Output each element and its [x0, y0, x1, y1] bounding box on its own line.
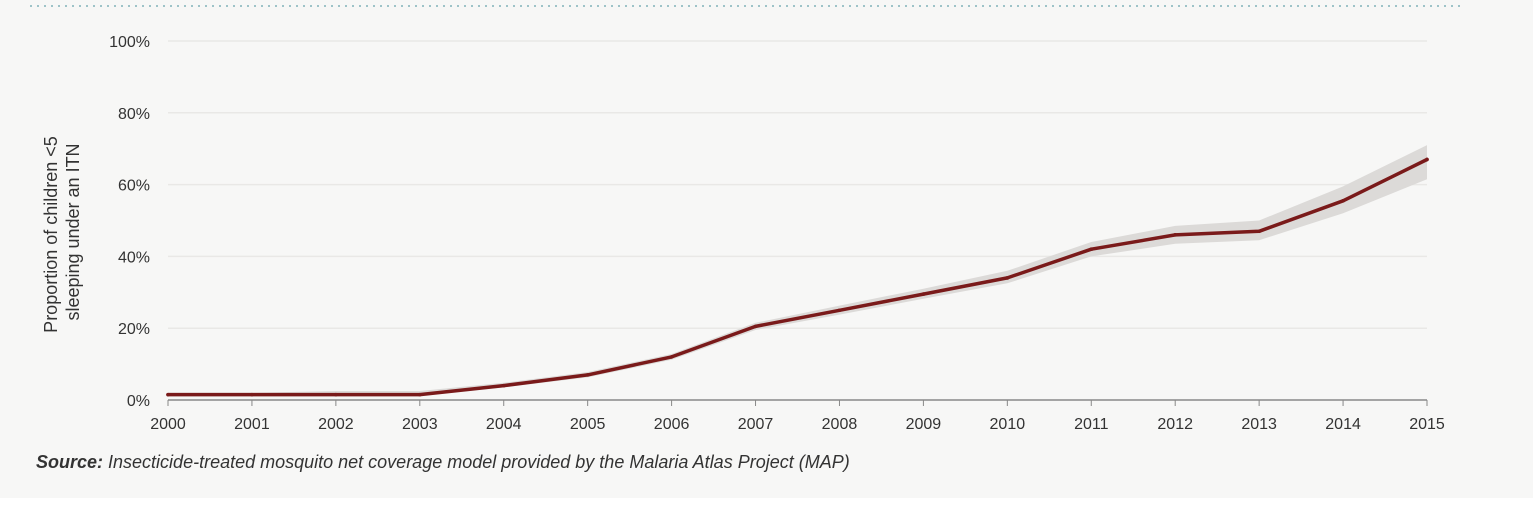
data-point-2001 [250, 392, 254, 397]
x-tick-label: 2002 [318, 416, 354, 433]
y-tick-label: 100% [109, 34, 150, 51]
x-tick-label: 2007 [738, 416, 774, 433]
x-tick-label: 2012 [1157, 416, 1193, 433]
y-axis-title-line-2: sleeping under an ITN [63, 143, 83, 320]
x-tick-label: 2010 [990, 416, 1026, 433]
x-tick-label: 2009 [906, 416, 942, 433]
y-tick-label: 20% [118, 321, 150, 338]
data-point-2014 [1341, 198, 1345, 203]
y-tick-label: 40% [118, 249, 150, 266]
series-lines [166, 157, 1429, 397]
series-line [166, 157, 1429, 397]
x-tick-label: 2006 [654, 416, 690, 433]
x-tick-label: 2005 [570, 416, 606, 433]
y-tick-label: 0% [127, 393, 150, 410]
data-point-2000 [166, 392, 170, 397]
x-tick-label: 2014 [1325, 416, 1361, 433]
data-point-2004 [501, 383, 506, 388]
x-tick-label: 2013 [1241, 416, 1277, 433]
y-axis-title-line-1: Proportion of children <5 [41, 136, 61, 333]
data-point-2005 [585, 373, 590, 377]
x-tick-label: 2008 [822, 416, 858, 433]
data-point-2012 [1173, 233, 1177, 237]
y-axis-title: Proportion of children <5 sleeping under… [41, 131, 83, 333]
source-text: Insecticide-treated mosquito net coverag… [103, 452, 850, 472]
source-note: Source: Insecticide-treated mosquito net… [36, 452, 850, 473]
data-point-2006 [669, 355, 674, 359]
data-point-2010 [1005, 276, 1010, 280]
data-point-2008 [837, 308, 842, 313]
x-tick-label: 2004 [486, 416, 522, 433]
data-point-2011 [1089, 247, 1094, 252]
data-point-2007 [753, 324, 758, 329]
y-tick-label: 60% [118, 178, 150, 195]
x-tick-label: 2003 [402, 416, 438, 433]
grid-lines [168, 40, 1427, 329]
itn-coverage-chart: 0%20%40%60%80%100% 2000 2001 2002 2003 2004 2… [30, 5, 1460, 433]
data-point-2009 [921, 292, 926, 296]
source-label: Source: [36, 452, 104, 472]
data-point-2002 [334, 392, 338, 397]
data-point-2015 [1425, 157, 1429, 162]
y-axis-ticks: 0% 20% 40% 60% 80% 100% [109, 34, 150, 410]
data-point-2013 [1257, 229, 1261, 234]
x-axis-ticks: 2000 2001 2002 2003 2004 2005 2006 2007 2008 2009… [150, 400, 1445, 433]
data-point-2003 [418, 392, 422, 397]
x-tick-label: 2001 [234, 416, 270, 433]
x-tick-label: 2011 [1074, 416, 1109, 433]
x-tick-label: 2000 [150, 416, 186, 433]
x-tick-label: 2015 [1409, 416, 1445, 433]
y-tick-label: 80% [118, 106, 150, 123]
confidence-band [168, 145, 1427, 396]
uncertainty-band [168, 145, 1427, 396]
